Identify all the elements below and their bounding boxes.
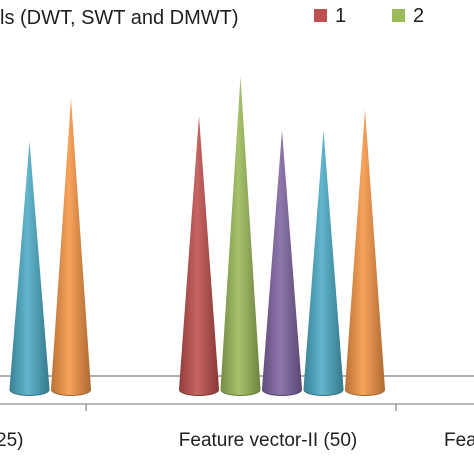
cone-body — [262, 130, 302, 395]
cone-1-2 — [262, 130, 302, 396]
legend-swatch-0 — [314, 9, 327, 22]
legend-swatch-1 — [392, 9, 405, 22]
category-label-1: Feature vector-II (50) — [179, 430, 357, 451]
cone-0-4 — [51, 98, 91, 396]
legend-label-1: 2 — [413, 5, 424, 27]
cone-1-1 — [220, 76, 261, 396]
cone-body — [345, 108, 385, 395]
category-labels: 25) Feature vector-II (50) Fea — [0, 430, 474, 451]
cone-1-4 — [345, 108, 385, 396]
cone-body — [51, 98, 91, 396]
cone-series — [9, 76, 385, 396]
cone-0-3 — [9, 141, 50, 396]
category-label-0: 25) — [0, 430, 23, 451]
category-label-2: Fea — [444, 430, 474, 451]
cone-1-0 — [179, 116, 219, 396]
cone-1-3 — [303, 130, 344, 396]
cone-body — [179, 116, 219, 395]
cone-body — [303, 130, 344, 395]
legend-label-0: 1 — [335, 5, 346, 27]
x-axis — [0, 403, 474, 411]
cone-body — [9, 141, 50, 395]
cone-body — [220, 76, 261, 396]
chart-title: ls (DWT, SWT and DMWT) — [0, 7, 239, 29]
